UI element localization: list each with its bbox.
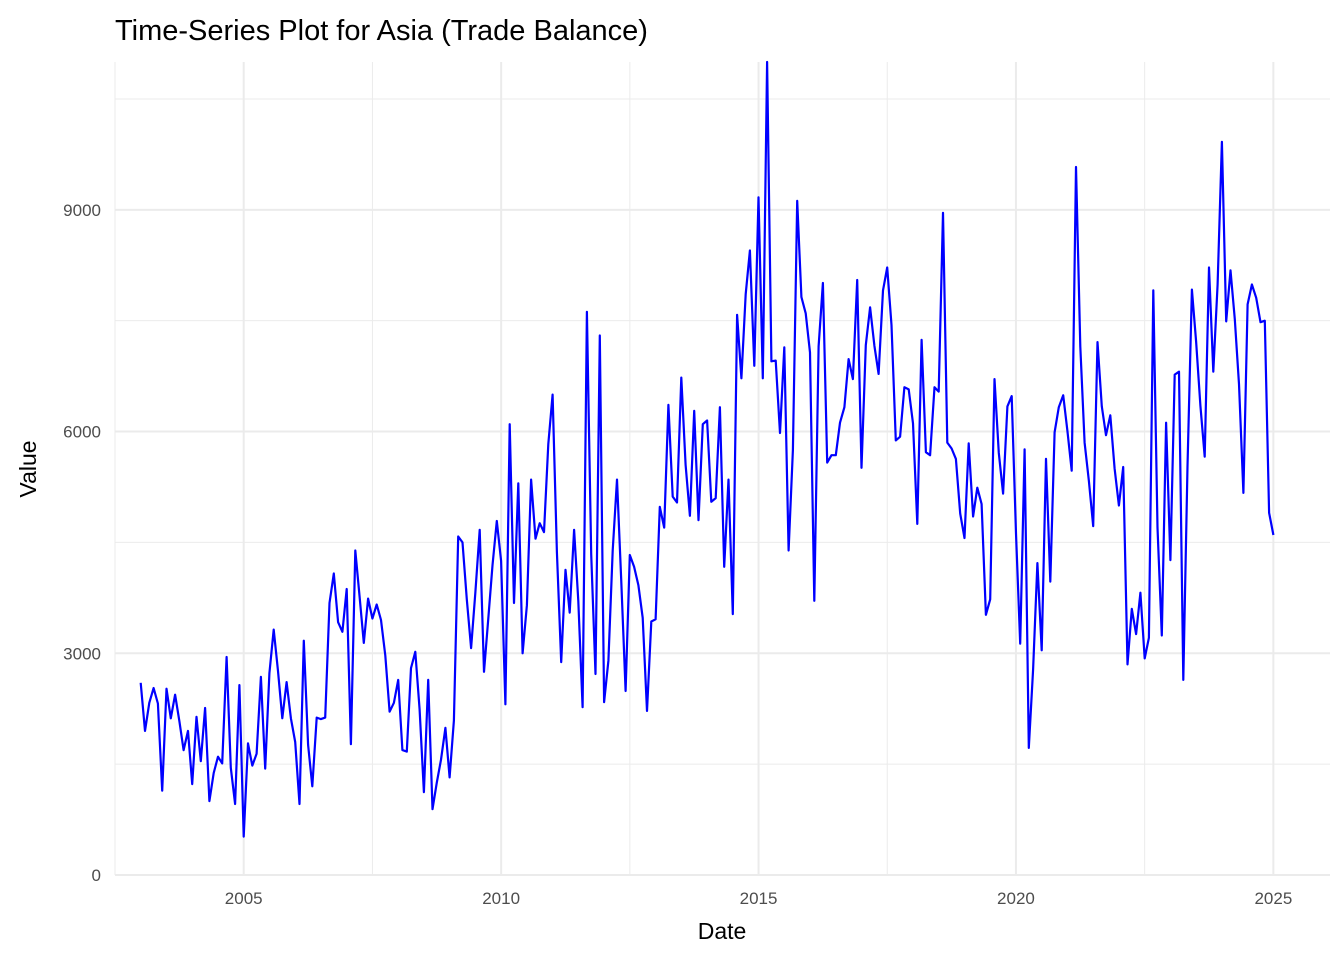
tick-labels: 2005 2010 2015 2020 2025 0 3000 6000 9000 xyxy=(63,201,1292,908)
x-axis-title: Date xyxy=(698,918,747,944)
y-tick-label: 3000 xyxy=(63,644,101,663)
x-tick-label: 2015 xyxy=(740,889,778,908)
x-tick-label: 2020 xyxy=(997,889,1035,908)
series-line-group xyxy=(139,60,1275,838)
x-tick-label: 2005 xyxy=(225,889,263,908)
y-tick-label: 9000 xyxy=(63,201,101,220)
y-axis-title: Value xyxy=(15,440,41,497)
x-tick-label: 2025 xyxy=(1254,889,1292,908)
y-tick-label: 6000 xyxy=(63,423,101,442)
series-line xyxy=(139,60,1275,838)
chart-title: Time-Series Plot for Asia (Trade Balance… xyxy=(115,15,648,47)
y-tick-label: 0 xyxy=(92,866,101,885)
x-tick-label: 2010 xyxy=(482,889,520,908)
